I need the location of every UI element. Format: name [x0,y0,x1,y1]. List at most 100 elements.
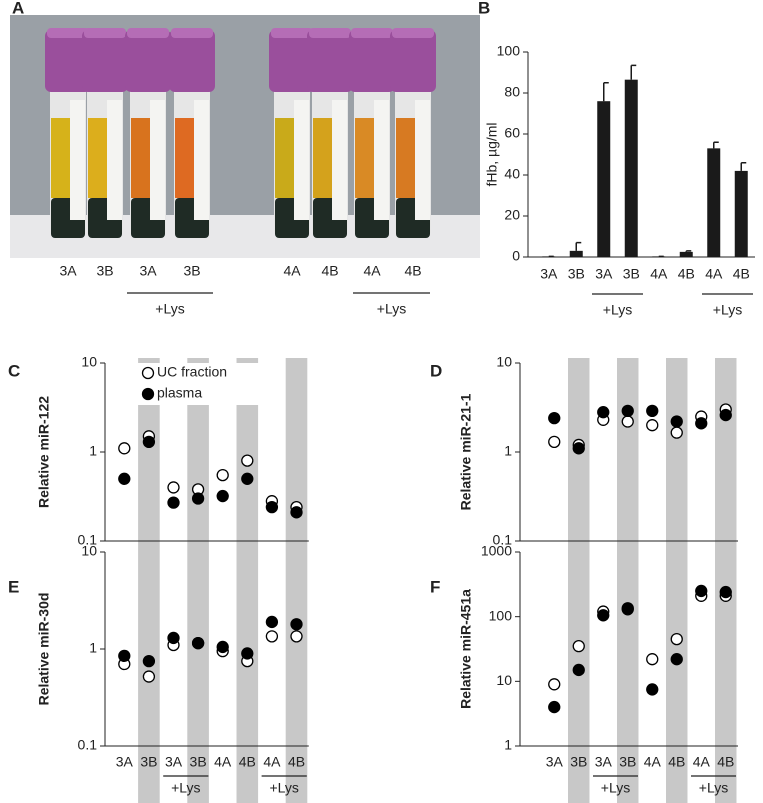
tube-label [374,100,389,220]
point [670,632,683,646]
error-bar [685,250,692,252]
point [216,489,229,503]
x-tick-label: 3A [595,266,613,282]
group-label: +Lys [713,302,742,318]
point [548,678,561,691]
y-tick-label: 0.1 [78,532,98,548]
x-tick-label: 3B [140,754,157,770]
bar [734,170,748,257]
point [572,663,585,677]
error-bar [713,141,719,149]
point [646,653,659,666]
point [670,426,683,439]
group-label: +Lys [699,780,728,796]
shade-band [285,358,308,803]
bar [679,251,693,257]
x-tick-label: 4A [650,266,668,282]
point [142,435,156,449]
tube-label [150,100,165,220]
x-tick-label: 3B [190,754,207,770]
point [216,468,229,482]
x-tick-label: 3B [568,266,585,282]
shade-band [568,358,590,803]
point [191,492,205,505]
x-tick-label: 4A [263,754,281,770]
group-label: +Lys [269,780,298,796]
x-tick-label: 3B [570,754,587,770]
tube-cap-top [47,28,89,38]
panel-letter: F [430,577,440,596]
point [167,496,180,509]
point [216,640,229,654]
shade-band [666,358,688,803]
x-tick-label: 4B [239,754,256,770]
point [621,404,634,417]
point [597,406,610,419]
tube-cap [82,30,128,92]
y-tick-label: 20 [504,207,520,223]
point [548,435,561,449]
x-tick-label: 3A [165,754,183,770]
point [191,636,205,650]
point [290,630,303,643]
x-tick-label: 4B [288,754,305,770]
point [241,647,254,660]
x-tick-label: 4A [214,754,232,770]
y-axis-label: Relative miR-21-1 [458,393,474,510]
point [597,609,610,622]
point [646,683,659,696]
x-tick-label: 3B [623,266,640,282]
point [142,670,156,683]
panel-letter: B [478,0,490,17]
tube-category: 4B [321,263,338,279]
tube-label [70,100,85,220]
bar [624,79,638,257]
tube-label [107,100,122,220]
point [719,408,732,422]
point [548,700,561,714]
y-tick-label: 80 [504,84,520,100]
y-tick-label: 1 [89,443,97,459]
tube-cap [269,30,315,92]
y-tick-label: 100 [497,43,521,59]
point [118,442,131,455]
tube-cap [125,30,171,92]
y-tick-label: 10 [496,354,512,370]
x-tick-label: 3A [540,266,558,282]
x-tick-label: 4B [717,754,734,770]
point [118,472,131,485]
point [548,412,561,425]
tube-cap-top [309,28,351,38]
tube-category: 3B [96,263,113,279]
y-tick-label: 1 [89,640,97,656]
y-tick-label: 0 [512,248,520,264]
tube-category: 4A [283,263,301,279]
bar [707,148,721,257]
tube-category: 4B [404,263,421,279]
panel-letter: A [12,0,24,17]
tube-cap [390,30,436,92]
tube-cap [307,30,353,92]
shade-band [236,358,259,803]
shade-band [138,358,160,803]
tube-category: 3B [183,263,200,279]
tube-label [194,100,209,220]
bar [597,101,611,257]
panel-letter: D [430,361,442,380]
x-tick-label: 3A [546,754,564,770]
point [118,649,131,662]
x-tick-label: 4B [678,266,695,282]
point [290,618,303,631]
y-tick-label: 1000 [481,543,512,559]
panel-letter: C [8,361,20,380]
y-tick-label: 1 [504,737,512,753]
x-tick-label: 4A [693,754,711,770]
y-tick-label: 60 [504,125,520,141]
y-axis-label: Relative miR-122 [36,396,52,508]
y-tick-label: 40 [504,166,520,182]
tube-cap-top [351,28,393,38]
y-axis-label: fHb, µg/ml [484,122,500,186]
tube-cap [349,30,395,92]
point [572,640,585,653]
legend-marker [141,366,155,380]
